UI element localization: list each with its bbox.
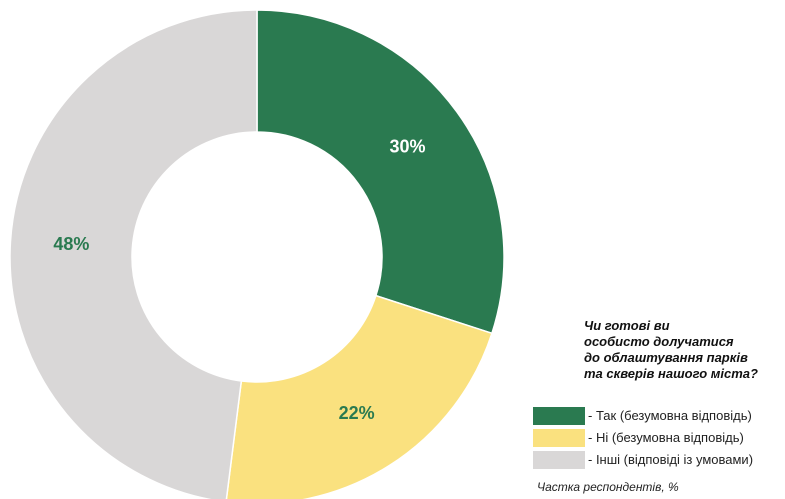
legend-label-yes: - Так (безумовна відповідь) [588, 408, 752, 423]
slice-no [226, 296, 492, 499]
slice-label-yes: 30% [389, 136, 425, 156]
legend-swatch-other [533, 451, 585, 469]
chart-note: Частка респондентів, % [537, 480, 679, 494]
slice-label-other: 48% [53, 234, 89, 254]
slice-other [10, 10, 257, 499]
legend-label-other: - Інші (відповіді із умовами) [588, 452, 753, 467]
slice-label-no: 22% [339, 403, 375, 423]
legend-item-no: - Ні (безумовна відповідь) [533, 427, 753, 448]
legend-item-other: - Інші (відповіді із умовами) [533, 449, 753, 470]
chart-question: Чи готові ви особисто долучатися до обла… [584, 318, 784, 382]
slice-yes [257, 10, 504, 333]
legend-swatch-no [533, 429, 585, 447]
legend-label-no: - Ні (безумовна відповідь) [588, 430, 744, 445]
legend-swatch-yes [533, 407, 585, 425]
legend-item-yes: - Так (безумовна відповідь) [533, 405, 753, 426]
legend: - Так (безумовна відповідь) - Ні (безумо… [533, 405, 753, 471]
